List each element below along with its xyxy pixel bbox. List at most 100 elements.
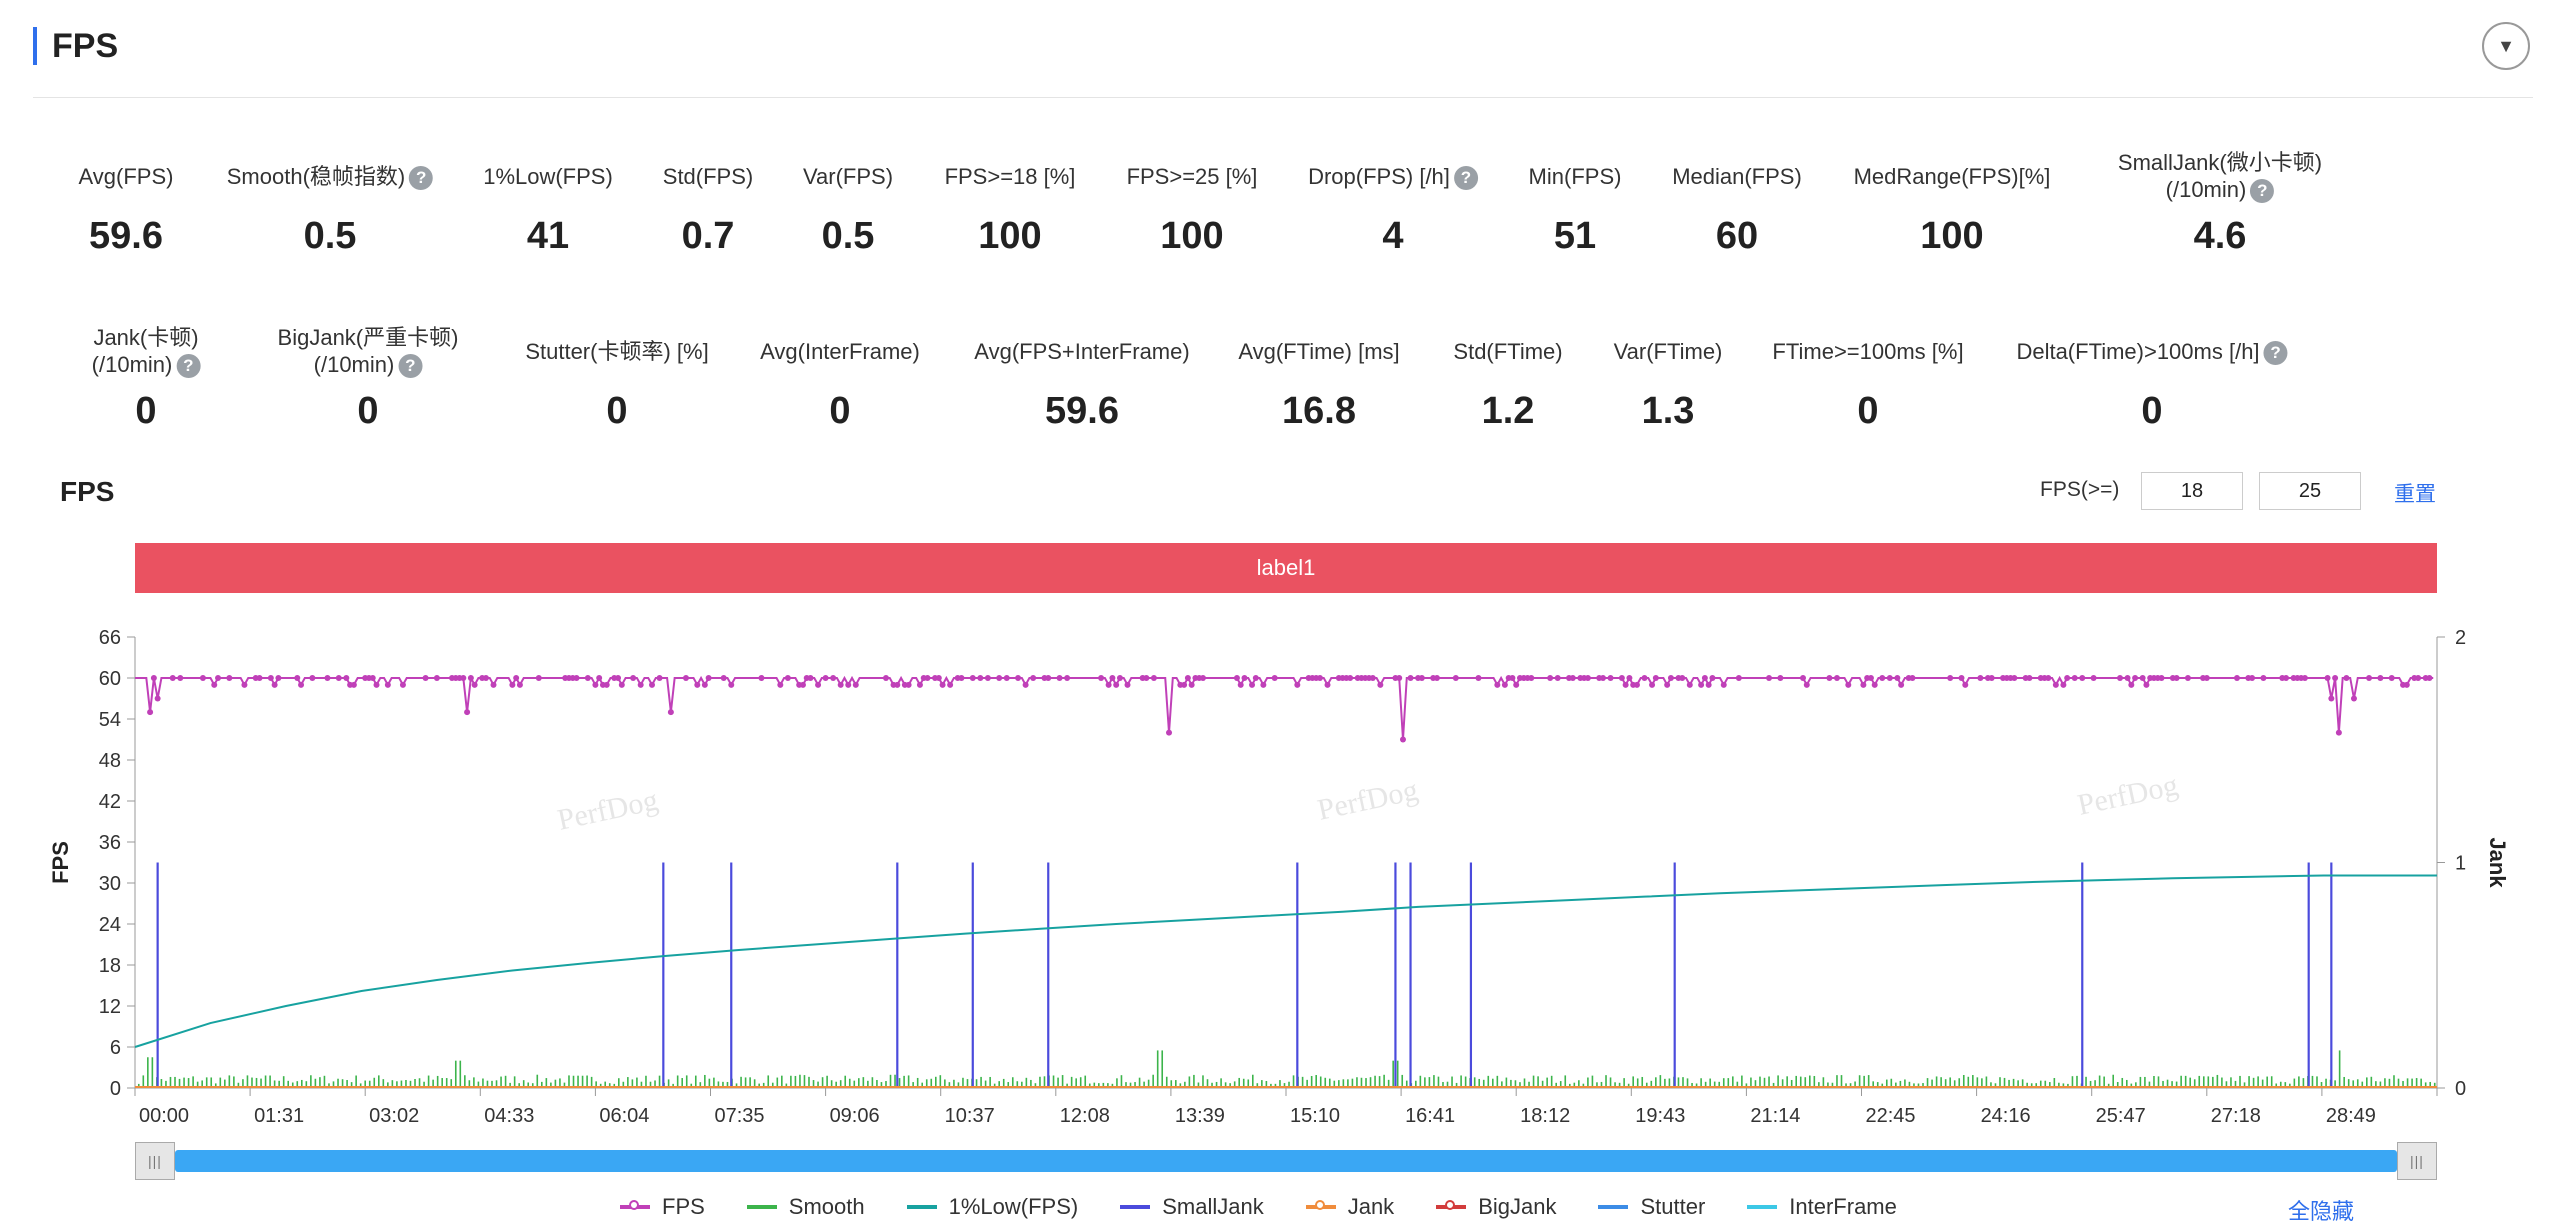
fps-point — [2184, 675, 2191, 681]
legend-item-1-low-fps-[interactable]: 1%Low(FPS) — [906, 1194, 1078, 1220]
help-icon[interactable]: ? — [176, 354, 201, 379]
time-range-scrollbar[interactable]: ||| ||| — [135, 1142, 2437, 1180]
fps-point — [2328, 695, 2335, 702]
legend-item-jank[interactable]: Jank — [1305, 1194, 1394, 1220]
fps-point — [845, 681, 852, 688]
fps-point — [1064, 675, 1071, 681]
fps-point — [1652, 675, 1659, 681]
fps-point — [298, 681, 305, 688]
fps-point — [1452, 675, 1459, 681]
hide-all-button[interactable]: 全隐藏 — [2288, 1199, 2355, 1224]
fps-point — [1633, 681, 1640, 688]
help-icon[interactable]: ? — [398, 354, 423, 379]
reset-link[interactable]: 重置 — [2394, 483, 2436, 506]
fps-point — [1947, 675, 1954, 681]
fps-point — [1845, 681, 1852, 688]
metric-label-text: Jank(卡顿) — [93, 325, 199, 350]
metric-2: Smooth(稳帧指数)? 0.5 — [227, 163, 434, 257]
fps-point — [2335, 729, 2342, 736]
legend-item-interframe[interactable]: InterFrame — [1747, 1194, 1897, 1220]
fps-point — [1898, 681, 1905, 688]
metric-label-text: SmallJank(微小卡顿) — [2117, 150, 2323, 175]
collapse-button[interactable]: ▼ — [2482, 22, 2530, 70]
metric-label-text: Drop(FPS) [/h] — [1308, 164, 1450, 189]
watermark-text: PerfDog — [1315, 773, 1421, 826]
fps-point — [1958, 675, 1965, 681]
x-tick-label: 12:08 — [1060, 1105, 1110, 1127]
fps-point — [905, 681, 912, 688]
legend-item-fps[interactable]: FPS — [620, 1194, 705, 1220]
fps-point — [1143, 675, 1150, 681]
fps-point — [977, 675, 984, 681]
help-icon[interactable]: ? — [409, 166, 434, 191]
help-icon[interactable]: ? — [2263, 341, 2288, 366]
watermark-text: PerfDog — [2075, 768, 2181, 821]
fps-point — [2132, 675, 2139, 681]
fps-point — [343, 675, 350, 681]
fps-point — [1622, 681, 1629, 688]
fps-point — [830, 675, 837, 681]
metric-label: Stutter(卡顿率) [%] — [525, 338, 708, 365]
fps-point — [1501, 681, 1508, 688]
metric-label-text: FTime>=100ms [%] — [1772, 339, 1964, 364]
fps-point — [667, 709, 674, 716]
fps-point — [2158, 675, 2165, 681]
metric-value: 0 — [357, 390, 379, 432]
low1pct-line — [134, 874, 2437, 1048]
x-tick-label: 04:33 — [484, 1105, 534, 1127]
help-icon[interactable]: ? — [1453, 166, 1478, 191]
fps-point — [267, 675, 274, 681]
legend-swatch — [1305, 1200, 1336, 1210]
fps-point — [177, 675, 184, 681]
fps-point — [1569, 675, 1576, 681]
fps-point — [1271, 675, 1278, 681]
chevron-down-icon: ▼ — [2497, 35, 2515, 56]
fps-point — [615, 675, 622, 681]
fps-point — [996, 675, 1003, 681]
threshold-input-2[interactable] — [2259, 472, 2361, 510]
fps-point — [2173, 675, 2180, 681]
metric-value: 41 — [526, 215, 570, 257]
fps-point — [1377, 681, 1384, 688]
metric-6: Avg(FTime) [ms] 16.8 — [1238, 338, 1399, 432]
fps-point — [573, 675, 580, 681]
metric-value: 0 — [135, 390, 157, 432]
legend-item-stutter[interactable]: Stutter — [1598, 1194, 1705, 1220]
fps-chart[interactable]: PerfDogPerfDogPerfDogPerfDogPerfDogPerfD… — [0, 600, 2560, 1140]
y2-tick-label: 0 — [2455, 1078, 2466, 1100]
x-tick-label: 25:47 — [2096, 1105, 2146, 1127]
label-band-text: label1 — [1256, 555, 1316, 580]
help-icon[interactable]: ? — [2250, 179, 2275, 204]
metric-label: SmallJank(微小卡顿) (/10min)? — [2117, 149, 2323, 204]
metric-label: FPS>=25 [%] — [1127, 163, 1258, 190]
metric-value: 0 — [829, 390, 851, 432]
legend-item-bigjank[interactable]: BigJank — [1436, 1194, 1556, 1220]
threshold-input-1[interactable] — [2141, 472, 2243, 510]
watermark-text: PerfDog — [555, 600, 661, 602]
metric-label: Avg(FPS) — [79, 163, 174, 190]
fps-point — [728, 681, 735, 688]
fps-point — [807, 675, 814, 681]
scrollbar-left-handle[interactable]: ||| — [135, 1142, 175, 1180]
fps-point — [777, 681, 784, 688]
scrollbar-track[interactable] — [175, 1150, 2397, 1172]
fps-point — [1316, 675, 1323, 681]
label-band[interactable]: label1 — [135, 543, 2437, 593]
legend-item-smooth[interactable]: Smooth — [746, 1194, 865, 1220]
fps-point — [882, 675, 889, 681]
metric-label-text: Avg(FPS) — [78, 164, 174, 189]
fps-point — [1150, 675, 1157, 681]
y-tick-label: 6 — [110, 1037, 121, 1059]
legend-item-smalljank[interactable]: SmallJank — [1120, 1194, 1264, 1220]
fps-point — [1962, 681, 1969, 688]
y-tick-label: 0 — [110, 1078, 121, 1100]
fps-point — [630, 675, 637, 681]
metric-7: Std(FTime) 1.2 — [1453, 338, 1562, 432]
metric-label: Min(FPS) — [1529, 163, 1622, 190]
fps-point — [467, 675, 474, 681]
fps-point — [784, 675, 791, 681]
scrollbar-right-handle[interactable]: ||| — [2397, 1142, 2437, 1180]
metric-10: Delta(FTime)>100ms [/h]? 0 — [2016, 338, 2288, 432]
fps-point — [2324, 675, 2331, 681]
metric-11: MedRange(FPS)[%] 100 — [1854, 163, 2051, 257]
